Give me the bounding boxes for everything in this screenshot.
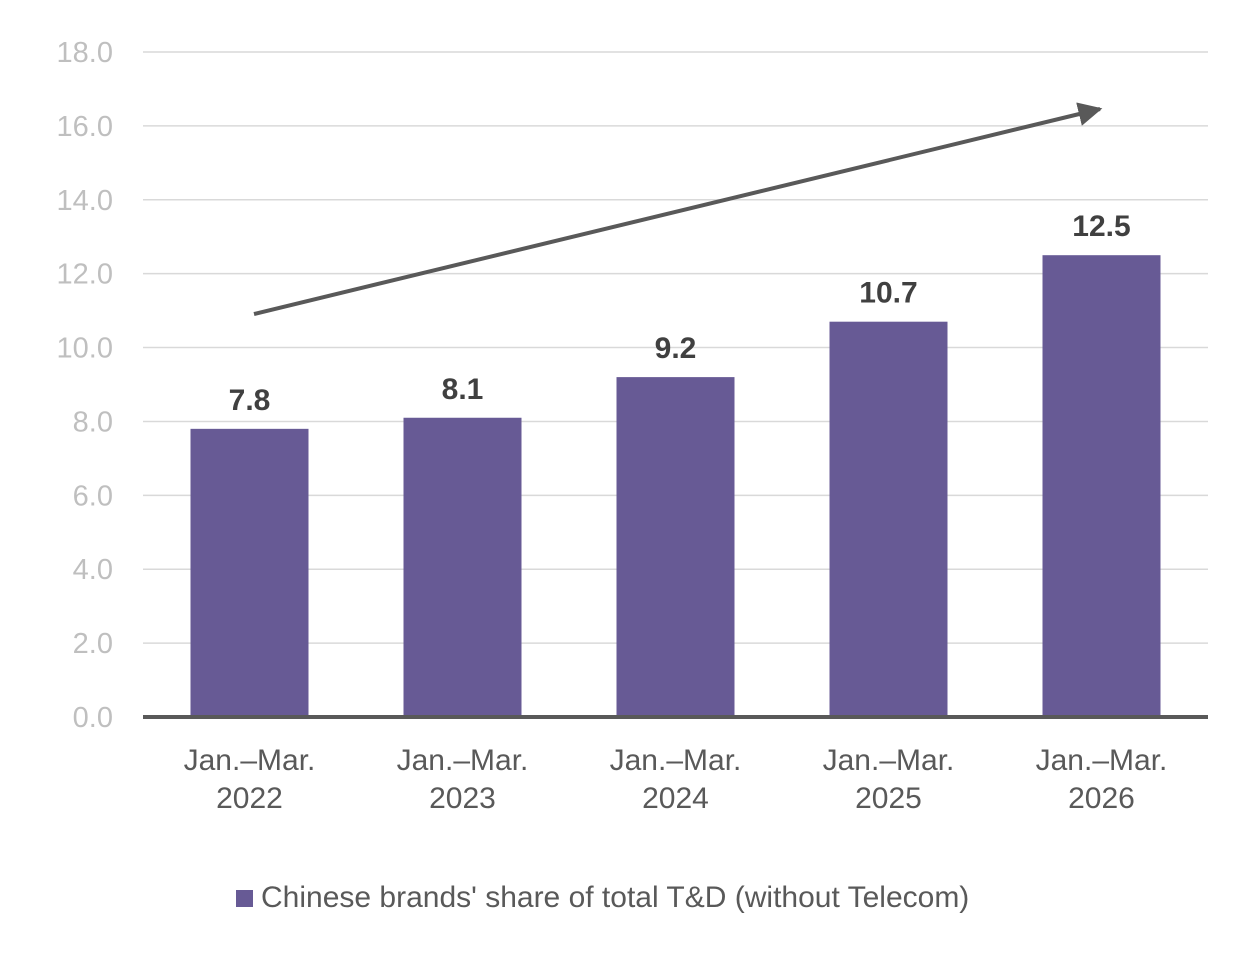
x-tick-label-line: 2022 — [216, 782, 283, 815]
legend-swatch — [236, 889, 253, 907]
x-tick-label: Jan.–Mar. 2025 — [823, 744, 955, 815]
y-tick-label: 10.0 — [57, 333, 113, 365]
bar — [1042, 255, 1161, 717]
y-tick-label: 16.0 — [57, 111, 113, 143]
data-label: 12.5 — [1072, 210, 1130, 243]
x-tick-label-line: 2024 — [642, 782, 709, 815]
data-label: 10.7 — [859, 277, 917, 310]
bar — [616, 377, 735, 717]
bars — [190, 255, 1161, 717]
legend: Chinese brands' share of total T&D (with… — [236, 878, 969, 918]
y-tick-label: 2.0 — [73, 628, 113, 660]
x-tick-label-line: Jan.–Mar. — [823, 744, 955, 777]
x-tick-label-line: Jan.–Mar. — [610, 744, 742, 777]
y-tick-label: 6.0 — [73, 480, 113, 512]
x-tick-label: Jan.–Mar. 2026 — [1036, 744, 1168, 815]
x-tick-label-line: Jan.–Mar. — [1036, 744, 1168, 777]
bar — [190, 428, 309, 717]
data-labels: 7.8 8.1 9.2 10.7 12.5 — [229, 210, 1131, 417]
data-label: 7.8 — [229, 384, 271, 417]
x-tick-label: Jan.–Mar. 2022 — [184, 744, 316, 815]
x-tick-label: Jan.–Mar. 2023 — [397, 744, 529, 815]
y-axis-tick-labels: 0.0 2.0 4.0 6.0 8.0 10.0 12.0 14.0 16.0 18.0 — [57, 37, 113, 734]
x-tick-label: Jan.–Mar. 2024 — [610, 744, 742, 815]
bar — [403, 417, 522, 717]
x-tick-label-line: 2025 — [855, 782, 922, 815]
trend-arrow — [253, 102, 1103, 316]
y-tick-label: 12.0 — [57, 259, 113, 291]
y-tick-label: 18.0 — [57, 37, 113, 69]
x-tick-label-line: 2023 — [429, 782, 496, 815]
y-tick-label: 8.0 — [73, 406, 113, 438]
data-label: 9.2 — [655, 332, 697, 365]
data-label: 8.1 — [442, 373, 484, 406]
x-tick-label-line: Jan.–Mar. — [184, 744, 316, 777]
gridlines — [143, 51, 1208, 644]
legend-label: Chinese brands' share of total T&D (with… — [261, 881, 970, 914]
y-tick-label: 0.0 — [73, 702, 113, 734]
x-tick-label-line: Jan.–Mar. — [397, 744, 529, 777]
y-tick-label: 14.0 — [57, 185, 113, 217]
bar — [829, 321, 948, 717]
x-tick-label-line: 2026 — [1068, 782, 1135, 815]
y-tick-label: 4.0 — [73, 554, 113, 586]
